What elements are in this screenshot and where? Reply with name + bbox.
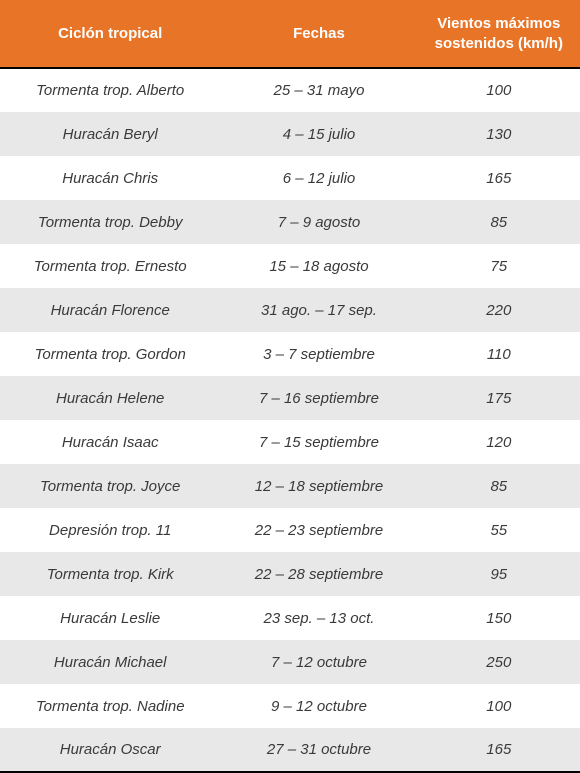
- cell-wind: 220: [418, 288, 580, 332]
- cell-cyclone-name: Huracán Leslie: [0, 596, 220, 640]
- cell-wind: 250: [418, 640, 580, 684]
- cell-wind: 165: [418, 156, 580, 200]
- cell-dates: 23 sep. – 13 oct.: [220, 596, 417, 640]
- cell-cyclone-name: Tormenta trop. Gordon: [0, 332, 220, 376]
- cell-cyclone-name: Huracán Beryl: [0, 112, 220, 156]
- table-row: Tormenta trop. Alberto25 – 31 mayo100: [0, 68, 580, 112]
- cell-dates: 6 – 12 julio: [220, 156, 417, 200]
- table-row: Tormenta trop. Kirk22 – 28 septiembre95: [0, 552, 580, 596]
- header-wind: Vientos máximos sostenidos (km/h): [418, 0, 580, 68]
- cell-cyclone-name: Huracán Oscar: [0, 728, 220, 772]
- cyclone-table: Ciclón tropical Fechas Vientos máximos s…: [0, 0, 580, 773]
- cell-cyclone-name: Tormenta trop. Joyce: [0, 464, 220, 508]
- table-row: Huracán Beryl4 – 15 julio130: [0, 112, 580, 156]
- table-row: Tormenta trop. Ernesto15 – 18 agosto75: [0, 244, 580, 288]
- cell-dates: 7 – 16 septiembre: [220, 376, 417, 420]
- header-dates: Fechas: [220, 0, 417, 68]
- cell-wind: 150: [418, 596, 580, 640]
- header-row: Ciclón tropical Fechas Vientos máximos s…: [0, 0, 580, 68]
- cell-dates: 7 – 9 agosto: [220, 200, 417, 244]
- table-header: Ciclón tropical Fechas Vientos máximos s…: [0, 0, 580, 68]
- cell-wind: 85: [418, 464, 580, 508]
- cell-wind: 75: [418, 244, 580, 288]
- cell-wind: 165: [418, 728, 580, 772]
- table-row: Tormenta trop. Gordon3 – 7 septiembre110: [0, 332, 580, 376]
- cell-dates: 4 – 15 julio: [220, 112, 417, 156]
- table-row: Huracán Leslie23 sep. – 13 oct.150: [0, 596, 580, 640]
- table-body: Tormenta trop. Alberto25 – 31 mayo100Hur…: [0, 68, 580, 772]
- cyclone-table-container: Ciclón tropical Fechas Vientos máximos s…: [0, 0, 580, 773]
- table-row: Huracán Oscar27 – 31 octubre165: [0, 728, 580, 772]
- cell-dates: 12 – 18 septiembre: [220, 464, 417, 508]
- header-cyclone: Ciclón tropical: [0, 0, 220, 68]
- cell-dates: 7 – 15 septiembre: [220, 420, 417, 464]
- table-row: Huracán Helene7 – 16 septiembre175: [0, 376, 580, 420]
- cell-cyclone-name: Tormenta trop. Nadine: [0, 684, 220, 728]
- table-row: Huracán Michael7 – 12 octubre250: [0, 640, 580, 684]
- cell-cyclone-name: Tormenta trop. Debby: [0, 200, 220, 244]
- cell-cyclone-name: Tormenta trop. Ernesto: [0, 244, 220, 288]
- cell-cyclone-name: Huracán Chris: [0, 156, 220, 200]
- cell-cyclone-name: Huracán Michael: [0, 640, 220, 684]
- table-row: Huracán Isaac7 – 15 septiembre120: [0, 420, 580, 464]
- cell-wind: 85: [418, 200, 580, 244]
- cell-cyclone-name: Huracán Helene: [0, 376, 220, 420]
- table-row: Huracán Chris6 – 12 julio165: [0, 156, 580, 200]
- table-row: Huracán Florence31 ago. – 17 sep.220: [0, 288, 580, 332]
- cell-wind: 175: [418, 376, 580, 420]
- cell-wind: 120: [418, 420, 580, 464]
- cell-dates: 9 – 12 octubre: [220, 684, 417, 728]
- table-row: Tormenta trop. Joyce12 – 18 septiembre85: [0, 464, 580, 508]
- cell-cyclone-name: Tormenta trop. Kirk: [0, 552, 220, 596]
- table-row: Tormenta trop. Debby7 – 9 agosto85: [0, 200, 580, 244]
- cell-wind: 55: [418, 508, 580, 552]
- cell-dates: 7 – 12 octubre: [220, 640, 417, 684]
- cell-wind: 100: [418, 684, 580, 728]
- cell-dates: 22 – 28 septiembre: [220, 552, 417, 596]
- cell-cyclone-name: Depresión trop. 11: [0, 508, 220, 552]
- cell-dates: 25 – 31 mayo: [220, 68, 417, 112]
- cell-cyclone-name: Huracán Isaac: [0, 420, 220, 464]
- cell-wind: 130: [418, 112, 580, 156]
- cell-dates: 22 – 23 septiembre: [220, 508, 417, 552]
- cell-wind: 95: [418, 552, 580, 596]
- cell-cyclone-name: Huracán Florence: [0, 288, 220, 332]
- cell-wind: 100: [418, 68, 580, 112]
- cell-dates: 15 – 18 agosto: [220, 244, 417, 288]
- table-row: Tormenta trop. Nadine9 – 12 octubre100: [0, 684, 580, 728]
- cell-dates: 27 – 31 octubre: [220, 728, 417, 772]
- table-row: Depresión trop. 1122 – 23 septiembre55: [0, 508, 580, 552]
- cell-dates: 3 – 7 septiembre: [220, 332, 417, 376]
- cell-cyclone-name: Tormenta trop. Alberto: [0, 68, 220, 112]
- cell-dates: 31 ago. – 17 sep.: [220, 288, 417, 332]
- cell-wind: 110: [418, 332, 580, 376]
